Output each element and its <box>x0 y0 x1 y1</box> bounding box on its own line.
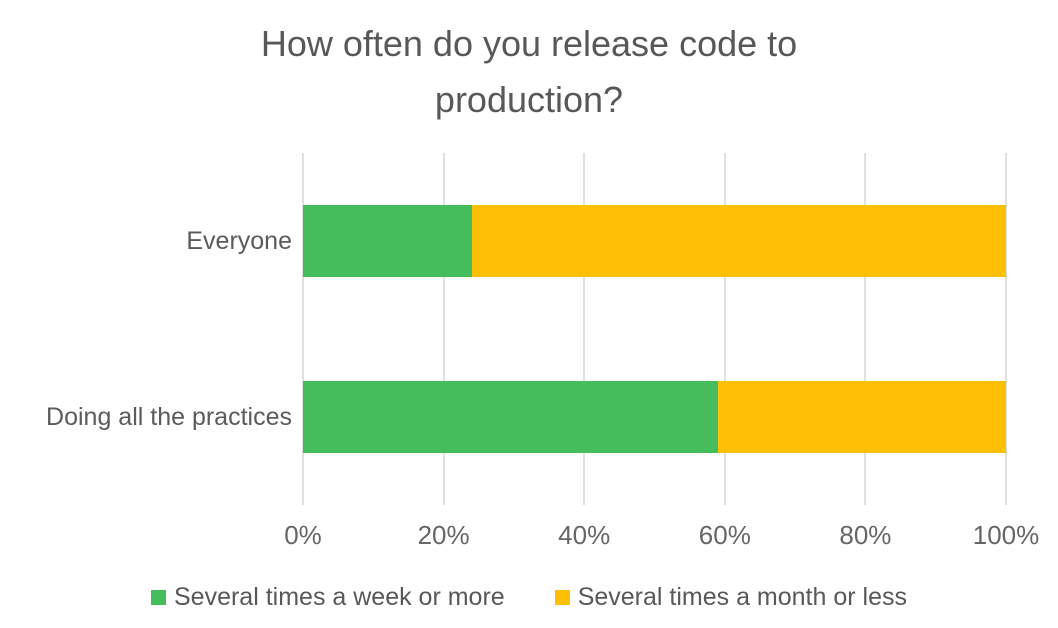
gridline <box>583 153 586 505</box>
x-tick-60: 60% <box>698 520 751 550</box>
x-tick-100: 100% <box>972 520 1040 550</box>
bar-row-doing-all-the-practices <box>303 381 1006 453</box>
legend-label: Several times a week or more <box>174 583 505 611</box>
gridline <box>302 153 304 505</box>
gridline <box>442 153 445 505</box>
x-tick-20: 20% <box>417 520 470 550</box>
legend-item-week-or-more[interactable]: Several times a week or more <box>151 582 505 612</box>
x-tick-40: 40% <box>558 520 611 550</box>
bar-segment-week-or-more[interactable] <box>303 381 718 453</box>
legend-swatch-yellow <box>554 589 570 605</box>
bar-segment-month-or-less[interactable] <box>717 381 1006 453</box>
bar-segment-month-or-less[interactable] <box>471 205 1006 277</box>
x-tick-0: 0% <box>284 520 322 550</box>
x-axis: 0% 20% 40% 60% 80% 100% <box>284 519 1039 551</box>
chart-title: How often do you release code to product… <box>260 23 798 120</box>
legend-label: Several times a month or less <box>577 583 907 611</box>
gridline <box>864 153 867 505</box>
legend-swatch-green <box>151 589 166 605</box>
legend-item-month-or-less[interactable]: Several times a month or less <box>554 582 907 612</box>
category-label-everyone: Everyone <box>186 227 292 255</box>
gridline <box>723 153 726 505</box>
category-label-doing-all-the-practices: Doing all the practices <box>46 403 292 431</box>
x-tick-80: 80% <box>839 520 892 550</box>
bar-row-everyone <box>303 205 1006 277</box>
plot-area <box>302 153 1007 505</box>
legend: Several times a week or more Several tim… <box>0 582 1058 612</box>
gridline <box>1005 153 1007 505</box>
bar-segment-week-or-more[interactable] <box>303 205 472 277</box>
